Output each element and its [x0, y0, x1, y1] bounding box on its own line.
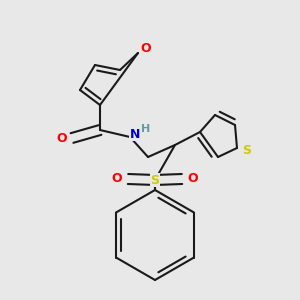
Text: H: H	[141, 124, 151, 134]
Text: S: S	[151, 173, 160, 187]
Text: O: O	[188, 172, 198, 185]
Text: S: S	[242, 145, 251, 158]
Text: N: N	[130, 128, 140, 140]
Text: O: O	[57, 131, 67, 145]
Text: O: O	[141, 41, 151, 55]
Text: O: O	[112, 172, 122, 185]
